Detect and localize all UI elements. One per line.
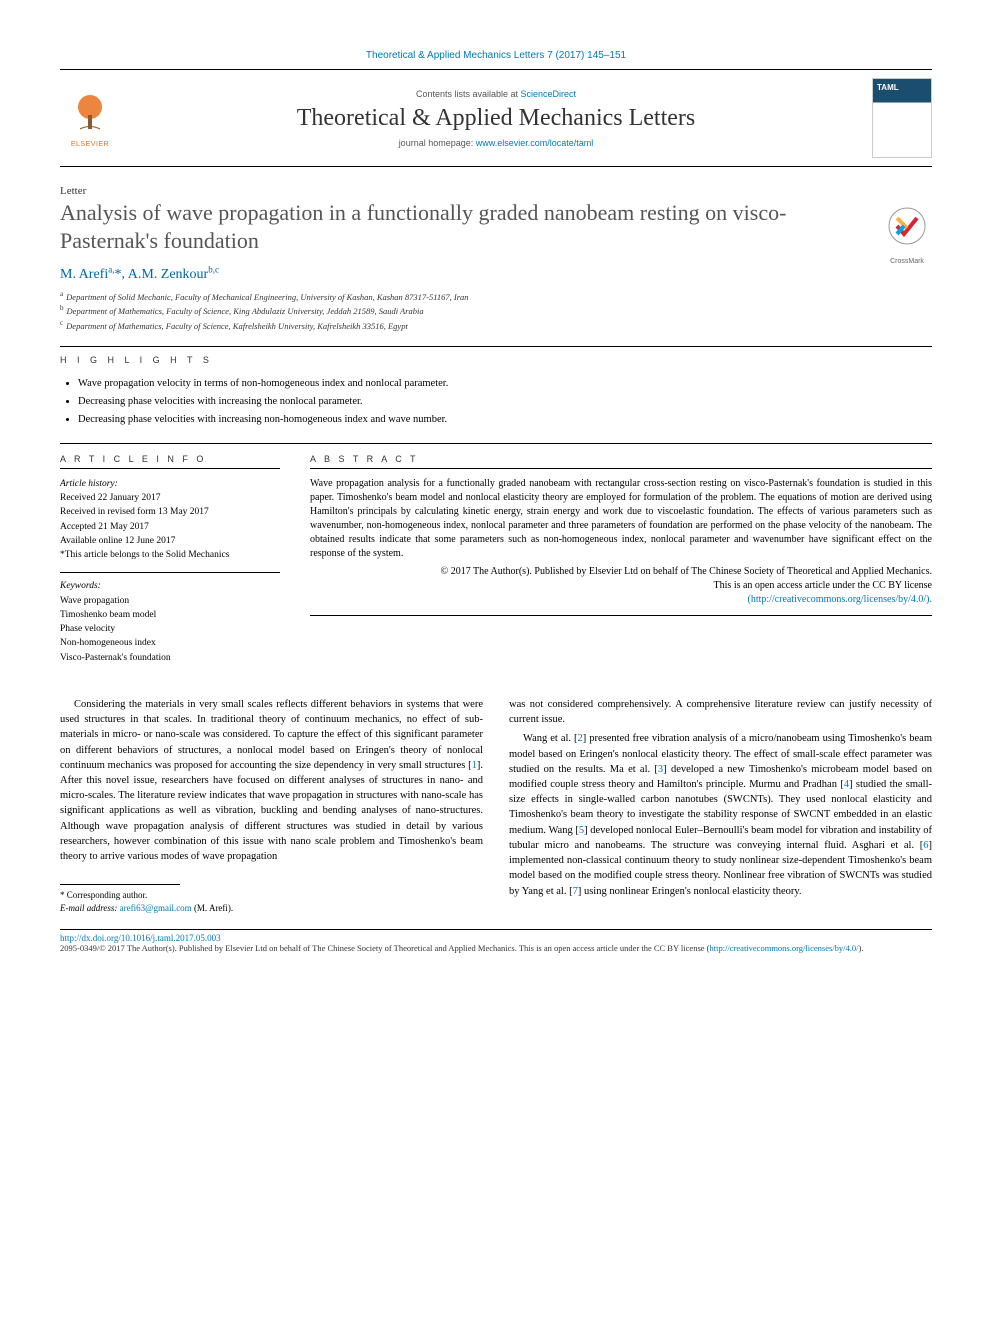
sciencedirect-link[interactable]: ScienceDirect [521, 89, 577, 99]
abstract-column: a b s t r a c t Wave propagation analysi… [310, 454, 932, 665]
body-column-left: Considering the materials in very small … [60, 697, 483, 915]
doi-link[interactable]: http://dx.doi.org/10.1016/j.taml.2017.05… [60, 933, 221, 943]
divider [60, 346, 932, 347]
journal-reference: Theoretical & Applied Mechanics Letters … [60, 50, 932, 61]
highlights-heading: h i g h l i g h t s [60, 355, 932, 365]
article-history: Article history: Received 22 January 201… [60, 477, 280, 563]
ref-link[interactable]: 3 [658, 764, 663, 775]
affiliation-b: bDepartment of Mathematics, Faculty of S… [60, 303, 932, 318]
affiliation-a: aDepartment of Solid Mechanic, Faculty o… [60, 289, 932, 304]
authors-line: M. Arefia,*, A.M. Zenkourb,c [60, 264, 932, 283]
keyword: Phase velocity [60, 624, 115, 634]
ref-link[interactable]: 4 [844, 779, 849, 790]
divider [60, 443, 932, 444]
ref-link[interactable]: 7 [573, 886, 578, 897]
corresponding-author-footnote: * Corresponding author. E-mail address: … [60, 889, 483, 914]
highlight-item: Decreasing phase velocities with increas… [78, 411, 932, 429]
highlights-list: Wave propagation velocity in terms of no… [60, 375, 932, 429]
divider [60, 929, 932, 930]
article-type: Letter [60, 185, 932, 197]
ref-link[interactable]: 1 [472, 760, 477, 771]
keyword: Timoshenko beam model [60, 610, 156, 620]
keyword: Non-homogeneous index [60, 638, 156, 648]
ref-link[interactable]: 6 [923, 840, 928, 851]
highlight-item: Decreasing phase velocities with increas… [78, 393, 932, 411]
journal-name: Theoretical & Applied Mechanics Letters [132, 105, 860, 132]
history-line: Available online 12 June 2017 [60, 536, 175, 546]
elsevier-logo[interactable]: ELSEVIER [60, 83, 120, 153]
history-label: Article history: [60, 479, 118, 489]
license-link[interactable]: http://creativecommons.org/licenses/by/4… [709, 943, 858, 953]
abstract-copyright: © 2017 The Author(s). Published by Elsev… [310, 565, 932, 607]
footnote-divider [60, 884, 180, 885]
journal-homepage-line: journal homepage: www.elsevier.com/locat… [132, 138, 860, 148]
article-title: Analysis of wave propagation in a functi… [60, 199, 810, 254]
doi-line: http://dx.doi.org/10.1016/j.taml.2017.05… [60, 933, 932, 943]
body-text: Considering the materials in very small … [60, 697, 932, 915]
license-link[interactable]: (http://creativecommons.org/licenses/by/… [748, 594, 933, 605]
author-2[interactable]: A.M. Zenkourb,c [128, 267, 219, 282]
body-column-right: was not considered comprehensively. A co… [509, 697, 932, 915]
history-line: Received 22 January 2017 [60, 493, 161, 503]
email-link[interactable]: arefi63@gmail.com [120, 903, 192, 913]
body-paragraph: Wang et al. [2] presented free vibration… [509, 731, 932, 898]
author-1[interactable]: M. Arefia,* [60, 267, 121, 282]
contents-available-line: Contents lists available at ScienceDirec… [132, 89, 860, 99]
crossmark-badge[interactable]: CrossMark [882, 204, 932, 254]
article-info-heading: a r t i c l e i n f o [60, 454, 280, 469]
affiliation-c: cDepartment of Mathematics, Faculty of S… [60, 318, 932, 333]
body-paragraph: Considering the materials in very small … [60, 697, 483, 864]
abstract-text: Wave propagation analysis for a function… [310, 477, 932, 561]
article-info-column: a r t i c l e i n f o Article history: R… [60, 454, 280, 665]
affiliations: aDepartment of Solid Mechanic, Faculty o… [60, 289, 932, 333]
keywords-label: Keywords: [60, 581, 101, 591]
keyword: Visco-Pasternak's foundation [60, 653, 171, 663]
crossmark-label: CrossMark [882, 258, 932, 265]
elsevier-label: ELSEVIER [71, 141, 109, 148]
divider [310, 615, 932, 616]
ref-link[interactable]: 2 [578, 733, 583, 744]
ref-link[interactable]: 5 [579, 825, 584, 836]
abstract-heading: a b s t r a c t [310, 454, 932, 469]
license-footer: 2095-0349/© 2017 The Author(s). Publishe… [60, 943, 932, 954]
history-line: Received in revised form 13 May 2017 [60, 507, 209, 517]
keywords-block: Keywords: Wave propagation Timoshenko be… [60, 572, 280, 665]
keyword: Wave propagation [60, 596, 129, 606]
journal-homepage-link[interactable]: www.elsevier.com/locate/taml [476, 138, 594, 148]
body-paragraph: was not considered comprehensively. A co… [509, 697, 932, 727]
journal-cover-thumbnail[interactable] [872, 78, 932, 158]
journal-header: ELSEVIER Contents lists available at Sci… [60, 69, 932, 167]
crossmark-icon [882, 204, 932, 254]
elsevier-tree-icon [65, 89, 115, 139]
history-line: *This article belongs to the Solid Mecha… [60, 550, 229, 560]
highlight-item: Wave propagation velocity in terms of no… [78, 375, 932, 393]
history-line: Accepted 21 May 2017 [60, 522, 149, 532]
